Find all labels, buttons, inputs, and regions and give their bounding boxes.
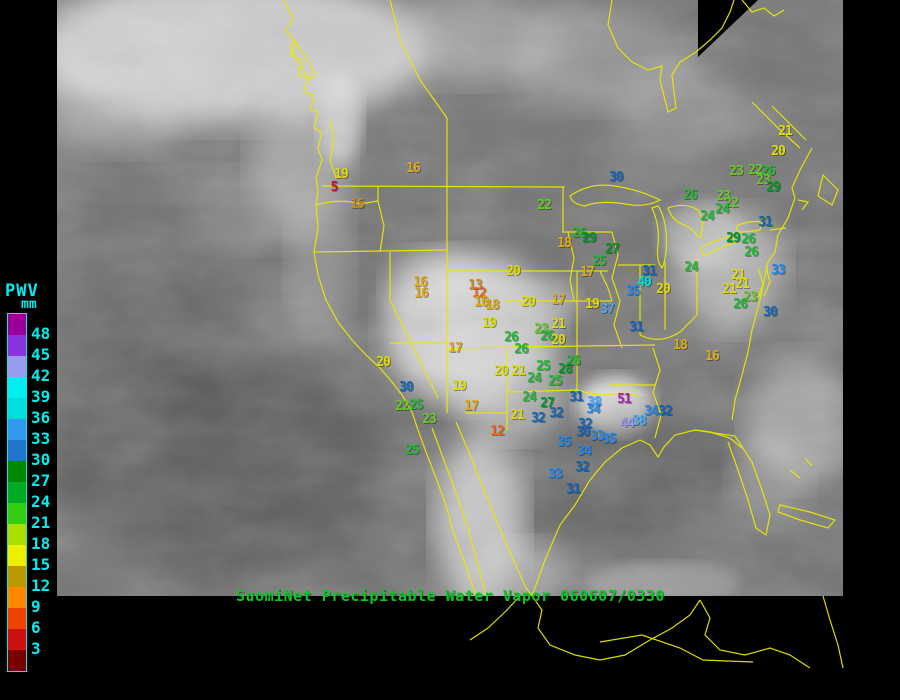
coastline-atlantic	[731, 147, 813, 421]
legend-block	[8, 545, 26, 566]
legend-label: 33	[31, 429, 51, 448]
florida	[694, 429, 771, 537]
pwv-legend: PWV mm 48 45 42 39 36 33 30 27 24 21 18 15 12 9 6 3	[5, 281, 65, 672]
legend-label: 9	[31, 597, 41, 616]
baja-inner	[431, 427, 487, 597]
cuba	[777, 504, 837, 529]
legend-block	[8, 398, 26, 419]
hudson-bay	[607, 0, 735, 113]
legend-label: 45	[31, 345, 51, 364]
mississippi-upper	[611, 231, 623, 349]
legend-label: 18	[31, 534, 51, 553]
wa-or-border	[315, 187, 379, 206]
ca-nv-border	[389, 252, 439, 399]
legend-label: 24	[31, 492, 51, 511]
legend-label: 12	[31, 576, 51, 595]
map-outlines	[282, 0, 844, 669]
mo-river-border	[599, 270, 613, 302]
us-canada-border	[321, 185, 566, 188]
legend-block	[8, 440, 26, 461]
coastline-pacific	[282, 0, 419, 431]
legend-label: 48	[31, 324, 51, 343]
chesapeake-bay	[757, 265, 771, 299]
legend-block	[8, 419, 26, 440]
legend-block	[8, 482, 26, 503]
legend-block	[8, 314, 26, 335]
legend-block	[8, 650, 26, 671]
or-east-border	[377, 200, 385, 253]
long-island	[769, 227, 787, 231]
legend-block	[8, 461, 26, 482]
legend-block	[8, 566, 26, 587]
legend-block	[8, 524, 26, 545]
vancouver-island	[289, 38, 317, 81]
gulf-east-edge	[822, 595, 844, 669]
lake-erie	[699, 235, 737, 257]
cape-cod	[797, 199, 810, 211]
arctic-islands	[741, 0, 785, 17]
mississippi-lower	[652, 347, 662, 439]
mexico-west-coast	[455, 421, 533, 597]
legend-block	[8, 608, 26, 629]
puget-sound	[329, 119, 337, 179]
legend-block	[8, 377, 26, 398]
legend-units: mm	[21, 297, 37, 312]
legend-color-column	[7, 313, 27, 672]
legend-block	[8, 335, 26, 356]
legend-label: 27	[31, 471, 51, 490]
legend-title: PWV	[5, 281, 39, 301]
water-vapor-imagery	[57, 0, 843, 596]
legend-label: 21	[31, 513, 51, 532]
lake-michigan	[651, 205, 668, 270]
map-title: SuomiNet Precipitable Water Vapor 060607…	[236, 587, 665, 605]
bc-alberta-border	[389, 0, 448, 187]
legend-block	[8, 629, 26, 650]
mexico-south-coast	[531, 595, 701, 661]
yucatan	[699, 599, 811, 669]
legend-label: 42	[31, 366, 51, 385]
legend-label: 6	[31, 618, 41, 637]
legend-label: 15	[31, 555, 51, 574]
legend-label: 39	[31, 387, 51, 406]
legend-label: 3	[31, 639, 41, 658]
lake-huron	[667, 204, 704, 240]
legend-block	[8, 356, 26, 377]
or-ca-border	[313, 249, 448, 253]
missing-data-wedge	[698, 0, 758, 57]
legend-block	[8, 503, 26, 524]
legend-label: 36	[31, 408, 51, 427]
legend-block	[8, 587, 26, 608]
co-south-border	[446, 344, 656, 349]
lake-superior	[569, 184, 662, 207]
legend-label: 30	[31, 450, 51, 469]
ok-tx-border	[506, 389, 641, 397]
bahamas	[789, 457, 813, 479]
mexico-interior	[469, 595, 521, 641]
lake-ontario	[735, 220, 763, 233]
baja-outer	[417, 429, 477, 597]
ia-ne-border	[567, 231, 575, 302]
mn-ia-border	[562, 187, 612, 233]
ohio-river	[639, 314, 698, 340]
st-lawrence	[751, 101, 807, 149]
nova-scotia	[817, 173, 839, 206]
central-america	[599, 634, 754, 663]
